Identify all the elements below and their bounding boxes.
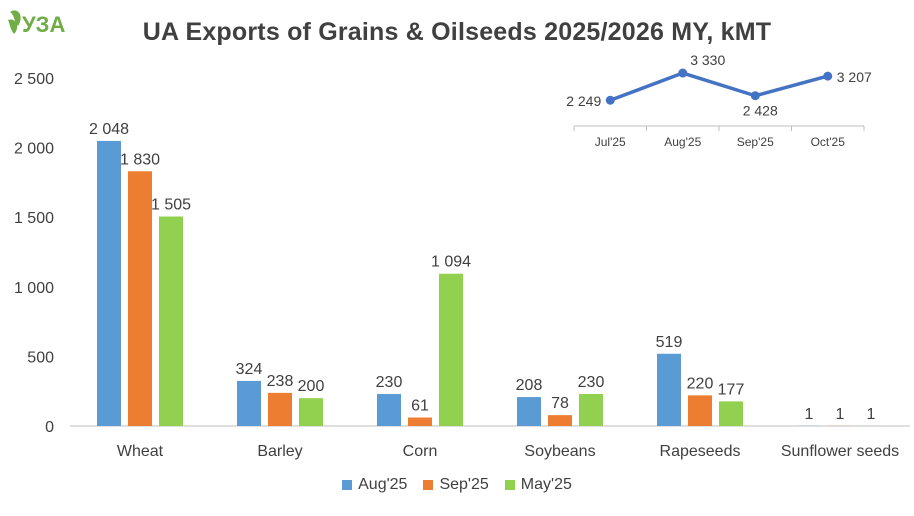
bar-data-label: 1 505 (151, 197, 191, 214)
inset-point (823, 71, 833, 81)
bar (517, 397, 541, 426)
inset-data-label: 3 207 (837, 69, 872, 85)
inset-data-label: 3 330 (690, 52, 725, 68)
y-tick-label: 1 000 (14, 280, 54, 297)
bar (548, 415, 572, 426)
bar (719, 401, 743, 426)
bar (159, 216, 183, 426)
category-label: Wheat (117, 443, 164, 460)
bar (408, 417, 432, 426)
bar (377, 393, 401, 426)
bar (237, 380, 261, 426)
bar (579, 393, 603, 426)
category-label: Barley (257, 443, 302, 460)
inset-series-line (609, 71, 829, 102)
inset-point (605, 95, 615, 105)
y-tick-label: 1 500 (14, 210, 54, 227)
inset-data-label: 2 249 (566, 93, 601, 109)
legend: Aug'25 Sep'25 May'25 (0, 476, 914, 495)
inset-point (750, 91, 760, 101)
category-label: Corn (403, 443, 438, 460)
bar (128, 171, 152, 426)
bar-data-label: 324 (236, 361, 263, 378)
legend-swatch (504, 480, 515, 490)
y-tick-label: 2 500 (14, 71, 54, 88)
legend-label: Aug'25 (358, 476, 408, 493)
inset-category-label: Aug'25 (664, 135, 701, 149)
legend-label: May'25 (520, 476, 572, 493)
bar-data-label: 61 (411, 398, 429, 415)
bar-data-label: 1 (805, 406, 814, 423)
inset-category-label: Jul'25 (595, 135, 626, 149)
chart-title: UA Exports of Grains & Oilseeds 2025/202… (142, 18, 772, 46)
bar-data-label: 519 (656, 334, 683, 351)
bar-data-label: 1 (867, 406, 876, 423)
uza-logo: УЗА (8, 10, 65, 37)
legend-swatch (423, 480, 434, 490)
legend-item: Sep'25 (423, 476, 489, 494)
bar-data-label: 1 830 (120, 151, 160, 168)
bar (688, 395, 712, 426)
bar-data-label: 1 094 (431, 254, 471, 271)
legend-label: Sep'25 (439, 476, 489, 493)
y-tick-label: 500 (27, 349, 54, 366)
bar (97, 140, 121, 426)
bar (657, 353, 681, 426)
inset-category-label: Sep'25 (737, 135, 774, 149)
inset-data-label: 2 428 (743, 103, 778, 119)
bar-data-label: 78 (551, 395, 569, 412)
inset-category-label: Oct'25 (811, 135, 846, 149)
y-tick-label: 2 000 (14, 141, 54, 158)
bar (268, 392, 292, 426)
bar-data-label: 1 (836, 406, 845, 423)
legend-swatch (342, 480, 353, 490)
bar-data-label: 208 (516, 377, 543, 394)
bar (299, 398, 323, 426)
bar-data-label: 230 (578, 374, 605, 391)
category-label: Rapeseeds (660, 443, 741, 460)
bar-data-label: 177 (718, 381, 745, 398)
bar (439, 273, 463, 426)
bar-data-label: 230 (376, 374, 403, 391)
legend-item: May'25 (504, 476, 572, 494)
inset-point (678, 68, 688, 78)
y-tick-label: 0 (45, 419, 54, 436)
bar-data-label: 2 048 (89, 121, 129, 138)
category-label: Sunflower seeds (781, 443, 899, 460)
bar-data-label: 200 (298, 378, 325, 395)
legend-item: Aug'25 (342, 476, 407, 494)
bar-data-label: 220 (687, 375, 714, 392)
bar-data-label: 238 (267, 373, 294, 390)
category-label: Soybeans (524, 443, 595, 460)
logo-text: УЗА (22, 12, 65, 37)
